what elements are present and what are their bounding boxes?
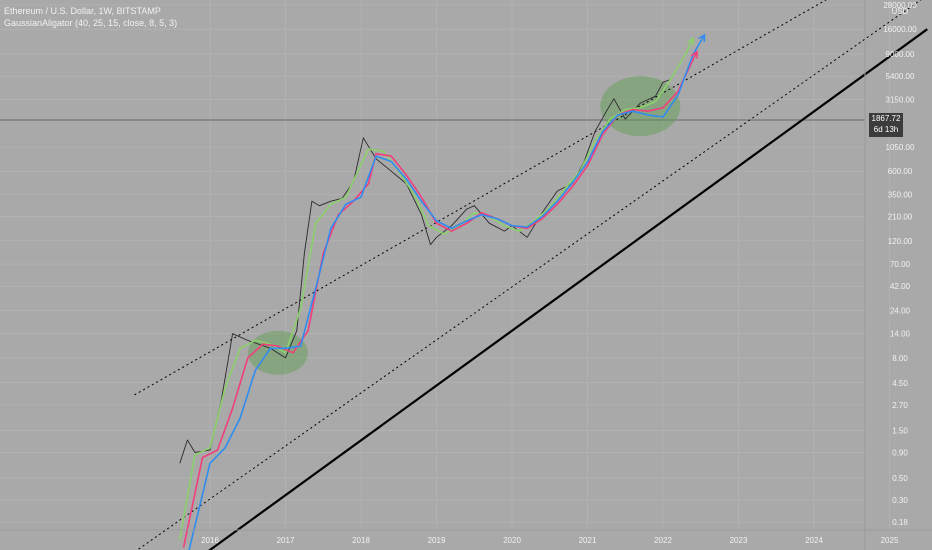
price-line xyxy=(179,79,671,464)
projection-arrows xyxy=(687,33,706,59)
x-tick-label: 2017 xyxy=(277,536,295,545)
arrow-head xyxy=(698,33,706,43)
y-tick-label: 16000.00 xyxy=(883,25,917,34)
trend-lines xyxy=(134,0,928,550)
x-tick-label: 2019 xyxy=(428,536,446,545)
y-tick-label: 0.90 xyxy=(892,448,908,457)
y-tick-label: 8.00 xyxy=(892,354,908,363)
x-tick-label: 2025 xyxy=(881,536,899,545)
y-tick-label: 0.30 xyxy=(892,496,908,505)
highlight-ellipse xyxy=(600,76,681,137)
channel-line xyxy=(134,0,827,396)
y-tick-label: 42.00 xyxy=(890,282,911,291)
y-tick-label: 0.18 xyxy=(892,518,908,527)
x-tick-label: 2018 xyxy=(352,536,370,545)
y-tick-label: 5400.00 xyxy=(886,72,915,81)
y-tick-label: 2.70 xyxy=(892,401,908,410)
x-tick-label: 2023 xyxy=(730,536,748,545)
y-tick-label: 210.00 xyxy=(888,213,913,222)
bar-countdown: 6d 13h xyxy=(873,125,899,134)
regression-line xyxy=(208,28,928,550)
series-lines xyxy=(179,34,706,550)
indicator-label[interactable]: GaussianAligator (40, 25, 15, close, 8, … xyxy=(4,18,178,28)
fast-gaussian-line xyxy=(179,37,694,540)
x-tick-label: 2024 xyxy=(805,536,823,545)
x-tick-label: 2016 xyxy=(201,536,219,545)
y-tick-label: 4.50 xyxy=(892,379,908,388)
y-tick-label: 3150.00 xyxy=(886,95,915,104)
y-tick-label: 350.00 xyxy=(888,191,913,200)
y-tick-label: 9000.00 xyxy=(886,50,915,59)
symbol-title: Ethereum / U.S. Dollar, 1W, BITSTAMP xyxy=(4,6,161,16)
y-tick-label: 1.50 xyxy=(892,426,908,435)
x-tick-label: 2022 xyxy=(654,536,672,545)
chart-legend: Ethereum / U.S. Dollar, 1W, BITSTAMP Gau… xyxy=(4,5,177,29)
channel-line xyxy=(136,0,922,550)
time-axis[interactable]: 2016 2017 2018 2019 2020 2021 2022 2023 2024 2025 xyxy=(0,529,932,545)
y-tick-label: 1050.00 xyxy=(886,143,915,152)
currency-label: USD xyxy=(892,7,909,16)
y-tick-label: 70.00 xyxy=(890,260,911,269)
y-tick-label: 24.00 xyxy=(890,306,911,315)
x-tick-label: 2021 xyxy=(579,536,597,545)
y-tick-label: 28000.00 xyxy=(883,1,917,10)
slow-gaussian-line xyxy=(188,34,706,550)
arrow-head xyxy=(690,50,698,59)
x-tick-label: 2020 xyxy=(503,536,521,545)
last-price-tag: 1867.72 6d 13h xyxy=(869,113,903,137)
last-price-value: 1867.72 xyxy=(871,114,901,123)
y-tick-label: 120.00 xyxy=(888,237,913,246)
price-axis[interactable]: 28000.00 16000.00 9000.00 5400.00 3150.00 105… xyxy=(864,0,917,550)
y-tick-label: 0.50 xyxy=(892,474,908,483)
arrow-head xyxy=(687,36,695,46)
y-tick-label: 600.00 xyxy=(888,167,913,176)
y-tick-label: 14.00 xyxy=(890,330,911,339)
